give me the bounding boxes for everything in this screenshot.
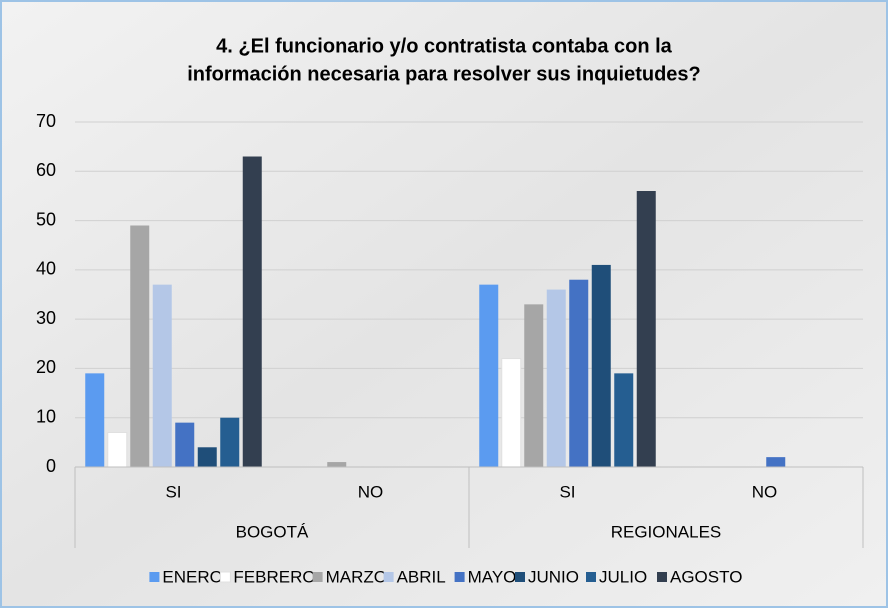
y-tick-label: 40 — [36, 259, 56, 279]
bar — [220, 417, 240, 467]
bar — [569, 279, 589, 467]
x-group-label: REGIONALES — [611, 522, 722, 541]
legend-swatch — [383, 572, 394, 582]
bar — [524, 304, 544, 467]
bar — [591, 264, 611, 467]
y-tick-label: 10 — [36, 406, 56, 426]
bar — [197, 447, 217, 467]
x-tick-label: NO — [752, 482, 778, 501]
bar — [636, 191, 656, 467]
y-tick-label: 20 — [36, 357, 56, 377]
legend-label: ABRIL — [397, 567, 446, 586]
chart-title: información necesaria para resolver sus … — [187, 63, 701, 85]
x-group-label: BOGOTÁ — [236, 522, 309, 541]
bar — [501, 358, 522, 468]
legend-swatch — [312, 572, 323, 582]
bar — [327, 462, 347, 467]
y-tick-label: 60 — [36, 160, 56, 180]
bar — [242, 156, 262, 467]
bar — [766, 457, 786, 467]
legend-swatch — [149, 572, 160, 582]
legend-swatch — [586, 572, 596, 582]
bar — [546, 289, 566, 467]
y-tick-label: 30 — [36, 308, 56, 328]
bar — [107, 432, 128, 468]
legend-swatch — [454, 572, 465, 582]
legend-label: MAYO — [468, 567, 517, 586]
legend-label: JUNIO — [528, 567, 579, 586]
bar — [614, 373, 634, 467]
legend-label: AGOSTO — [670, 567, 742, 586]
legend-label: ENERO — [162, 567, 222, 586]
x-tick-label: SI — [559, 482, 575, 501]
bar — [85, 373, 105, 467]
legend-label: JULIO — [599, 567, 647, 586]
bar — [479, 284, 499, 467]
legend-label: MARZO — [326, 567, 387, 586]
y-tick-label: 70 — [36, 111, 56, 131]
legend-swatch — [219, 571, 231, 583]
x-tick-label: NO — [358, 482, 384, 501]
legend-swatch — [657, 572, 667, 582]
chart-title: 4. ¿El funcionario y/o contratista conta… — [216, 35, 673, 57]
bar — [130, 225, 150, 467]
bar — [152, 284, 172, 467]
x-tick-label: SI — [165, 482, 181, 501]
legend-swatch — [515, 572, 525, 582]
y-tick-label: 50 — [36, 209, 56, 229]
legend-label: FEBRERO — [233, 567, 315, 586]
y-tick-label: 0 — [46, 456, 56, 476]
bar — [175, 422, 195, 467]
